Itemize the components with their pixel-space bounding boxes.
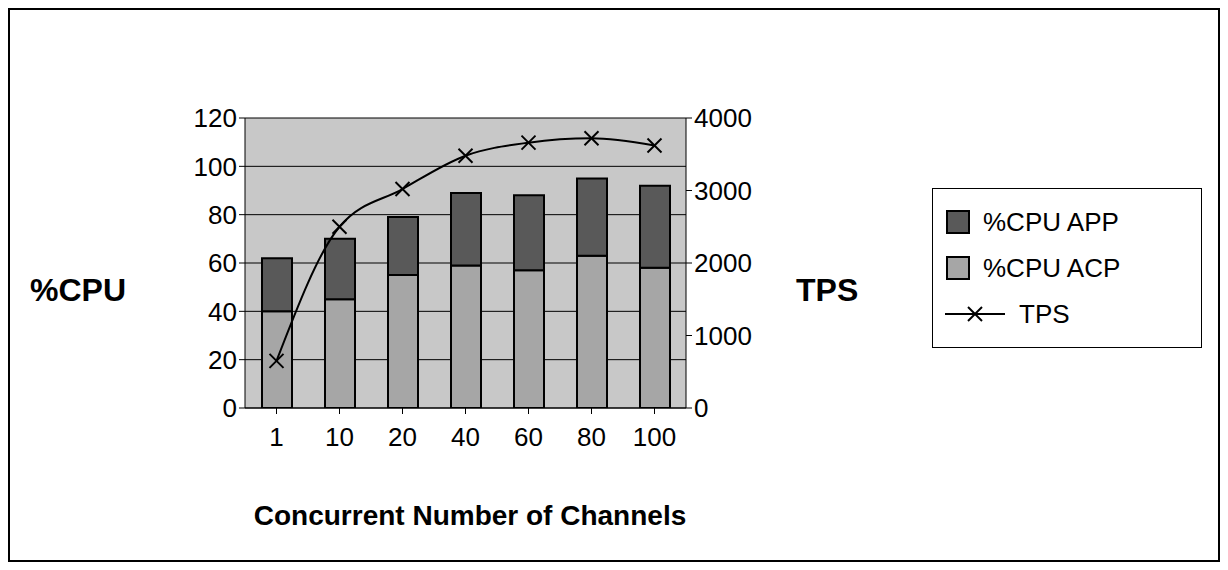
svg-text:40: 40: [208, 297, 237, 327]
svg-text:80: 80: [208, 200, 237, 230]
svg-text:60: 60: [514, 422, 543, 452]
svg-text:0: 0: [223, 393, 237, 423]
svg-text:40: 40: [451, 422, 480, 452]
svg-text:100: 100: [633, 422, 676, 452]
html-text:TPS: TPS: [1019, 298, 1070, 329]
html-text:Concurrent Number of Channels: Concurrent Number of Channels: [253, 500, 687, 531]
html-text:%CPU: %CPU: [30, 272, 126, 308]
html-text:TPS: TPS: [796, 272, 859, 308]
svg-text:1: 1: [269, 422, 283, 452]
svg-text:80: 80: [577, 422, 606, 452]
svg-text:2000: 2000: [694, 248, 752, 278]
html-text:%CPU ACP: %CPU ACP: [983, 252, 1121, 283]
svg-text:100: 100: [194, 152, 237, 182]
svg-text:3000: 3000: [694, 176, 752, 206]
svg-text:1000: 1000: [694, 321, 752, 351]
svg-text:60: 60: [208, 248, 237, 278]
svg-text:20: 20: [388, 422, 417, 452]
svg-text:20: 20: [208, 345, 237, 375]
svg-text:120: 120: [194, 103, 237, 133]
html-text:%CPU APP: %CPU APP: [983, 206, 1119, 237]
svg-text:10: 10: [325, 422, 354, 452]
svg-text:4000: 4000: [694, 103, 752, 133]
svg-text:0: 0: [694, 393, 708, 423]
